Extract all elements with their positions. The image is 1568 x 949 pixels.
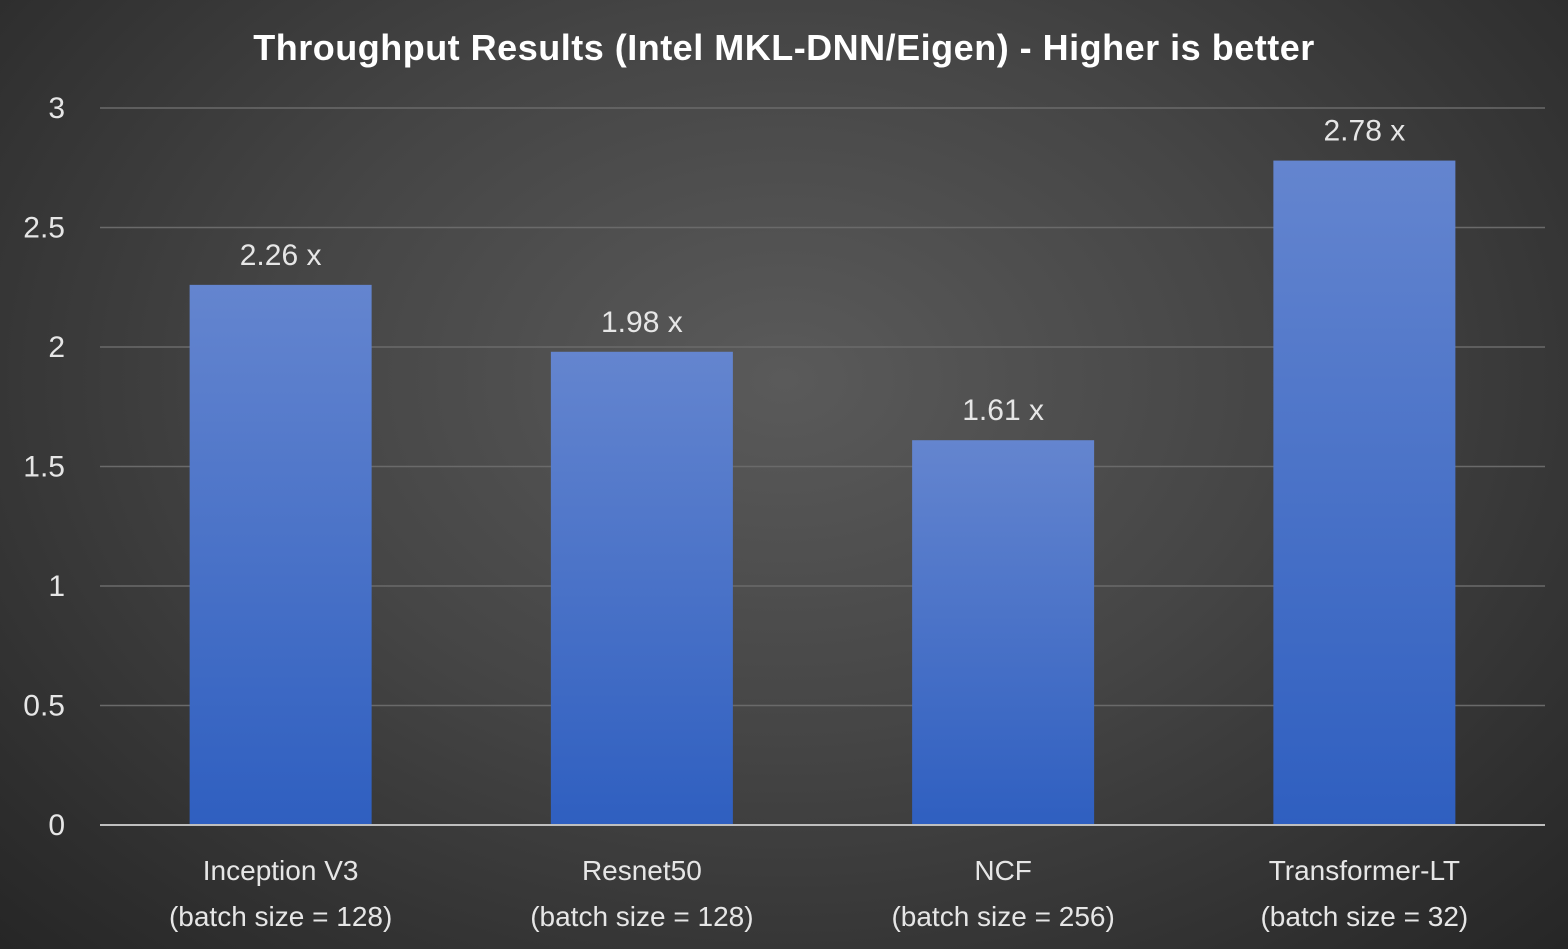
y-tick-label: 1	[48, 570, 65, 603]
x-category-label: (batch size = 32)	[1260, 901, 1468, 932]
y-tick-label: 3	[48, 92, 65, 125]
x-category-label: (batch size = 128)	[169, 901, 392, 932]
bar	[189, 284, 372, 825]
bar	[912, 440, 1095, 825]
x-category-label: Inception V3	[203, 855, 359, 886]
x-category-label: Transformer-LT	[1269, 855, 1460, 886]
data-label: 2.26 x	[240, 239, 322, 272]
data-label: 1.98 x	[601, 306, 683, 339]
data-label: 1.61 x	[962, 394, 1044, 427]
y-tick-label: 0.5	[23, 690, 65, 723]
x-category-label: (batch size = 128)	[530, 901, 753, 932]
x-axis-categories: Inception V3 (batch size = 128) Resnet50 (b…	[169, 855, 1468, 932]
y-tick-label: 1.5	[23, 451, 65, 484]
x-category-label: Resnet50	[582, 855, 702, 886]
bar	[1273, 160, 1456, 825]
x-category-label: (batch size = 256)	[891, 901, 1114, 932]
data-label: 2.78 x	[1324, 115, 1406, 148]
data-labels: 2.26 x 1.98 x 1.61 x 2.78 x	[240, 115, 1405, 428]
y-tick-label: 0	[48, 809, 65, 842]
x-category-label: NCF	[974, 855, 1032, 886]
y-tick-label: 2	[48, 331, 65, 364]
bars	[189, 160, 1456, 825]
y-tick-label: 2.5	[23, 212, 65, 245]
chart-title: Throughput Results (Intel MKL-DNN/Eigen)…	[253, 27, 1314, 68]
y-axis-ticks: 0 0.5 1 1.5 2 2.5 3	[23, 92, 65, 842]
bar	[550, 351, 733, 825]
